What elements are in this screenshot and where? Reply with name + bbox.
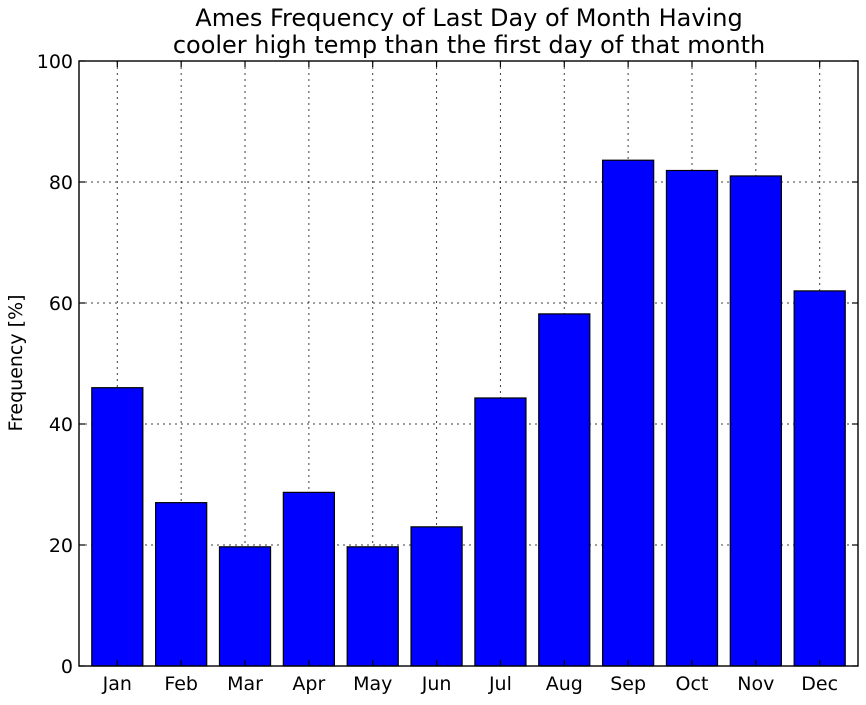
bar-mar	[218, 546, 272, 667]
bar-feb	[155, 502, 208, 667]
plot-frame	[78, 60, 859, 667]
y-tick-label: 60	[49, 293, 73, 315]
bar-jul	[474, 397, 527, 667]
x-tick-label-mar: Mar	[227, 673, 263, 695]
x-tick-label-jun: Jun	[421, 673, 452, 695]
y-tick-label: 20	[49, 535, 73, 557]
bar-may	[346, 546, 399, 667]
bars	[91, 159, 846, 667]
x-tick-label-oct: Oct	[676, 673, 709, 695]
bar-apr	[282, 491, 336, 667]
bar-sep	[601, 159, 655, 667]
bar-jun	[410, 526, 463, 667]
bar-dec	[793, 290, 846, 667]
x-tick-label-jan: Jan	[102, 673, 132, 695]
y-tick-label: 100	[37, 51, 73, 73]
x-tick-label-jul: Jul	[488, 673, 512, 695]
tick-labels: 0 20 40 60 80 100 Jan Feb Mar Apr May Jun Jul Aug Sep O…	[37, 51, 838, 695]
y-tick-label: 80	[49, 172, 73, 194]
x-tick-label-dec: Dec	[801, 673, 838, 695]
axes	[78, 60, 859, 667]
chart-title: Ames Frequency of Last Day of Month Havi…	[173, 4, 765, 59]
bar-jan	[91, 387, 144, 667]
x-tick-label-sep: Sep	[610, 673, 646, 695]
bar-oct	[665, 169, 719, 667]
y-axis-label: Frequency [%]	[5, 294, 27, 431]
x-tick-label-apr: Apr	[292, 673, 325, 695]
x-tick-label-nov: Nov	[737, 673, 774, 695]
chart-title-line-2: cooler high temp than the first day of t…	[173, 31, 765, 59]
y-tick-label: 40	[49, 414, 73, 436]
y-tick-label: 0	[61, 656, 73, 678]
x-tick-label-feb: Feb	[164, 673, 198, 695]
bar-nov	[729, 175, 782, 667]
chart-title-line-1: Ames Frequency of Last Day of Month Havi…	[195, 4, 742, 32]
x-tick-label-may: May	[353, 673, 392, 695]
bar-aug	[538, 313, 591, 667]
x-tick-label-aug: Aug	[546, 673, 583, 695]
